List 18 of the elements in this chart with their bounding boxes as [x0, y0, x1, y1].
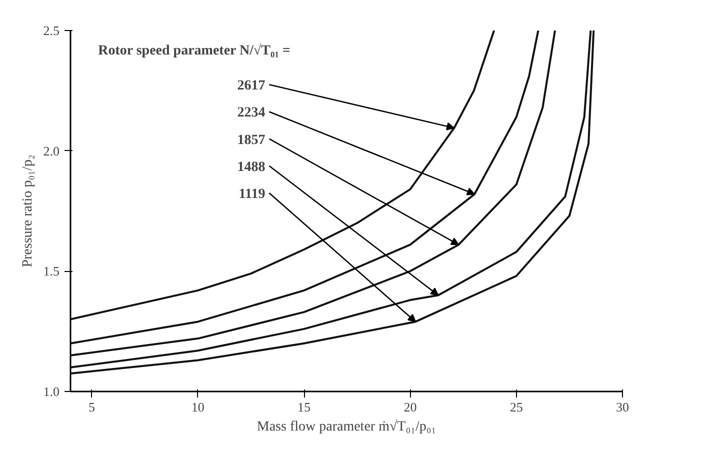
y-tick-label: 1.0 — [43, 384, 60, 399]
y-tick-label: 1.5 — [43, 264, 60, 279]
annotation: 2617 — [237, 78, 266, 94]
y-tick-label: 2.0 — [43, 143, 60, 158]
annotation: 1119 — [238, 186, 266, 202]
x-tick-label: 30 — [616, 400, 629, 414]
annotation: 1857 — [237, 132, 266, 148]
x-tick-label: 25 — [510, 400, 523, 414]
legend-title: Rotor speed parameter N/√T₀₁ = — [98, 42, 290, 58]
y-tick-label: 2.5 — [43, 23, 60, 38]
y-axis-title: Pressure ratio p₀₁/p₂ — [20, 154, 36, 268]
x-tick-label: 5 — [88, 400, 95, 414]
x-tick-label: 20 — [404, 400, 417, 414]
x-tick-label: 15 — [298, 400, 311, 414]
x-axis-title: Mass flow parameter ṁ√T₀₁/p₀₁ — [256, 418, 436, 434]
x-tick-label: 10 — [191, 400, 204, 414]
annotation: 1488 — [237, 160, 266, 175]
annotation: 2234 — [237, 106, 266, 121]
